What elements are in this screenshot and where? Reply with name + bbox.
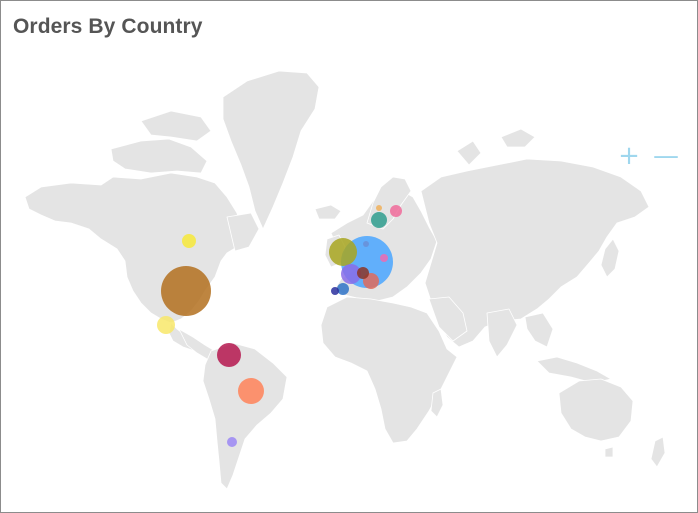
land-south-america — [202, 342, 288, 490]
land-north-america — [24, 172, 242, 354]
land-east-canada — [226, 212, 260, 252]
zoom-in-button[interactable]: + — [618, 141, 640, 171]
land-madagascar — [430, 388, 444, 418]
marker-poland[interactable]: Poland — [380, 254, 388, 262]
marker-mexico[interactable]: Mexico — [157, 316, 175, 334]
land-iceland — [314, 204, 342, 220]
land-indonesia — [536, 356, 612, 384]
marker-norway[interactable]: Norway — [376, 205, 382, 211]
marker-united-states[interactable]: United States — [161, 266, 211, 316]
marker-switzerland[interactable]: Switzerland — [357, 267, 369, 279]
land-greenland — [222, 70, 320, 230]
marker-portugal[interactable]: Portugal — [331, 287, 339, 295]
land-japan — [600, 238, 620, 278]
marker-canada[interactable]: Canada — [182, 234, 196, 248]
land-new-zealand — [650, 436, 666, 468]
marker-united-kingdom[interactable]: United Kingdom — [329, 238, 357, 266]
land-arabia — [428, 296, 468, 342]
land-arctic-russia — [500, 128, 536, 148]
land-arctic-islands — [140, 110, 212, 142]
marker-venezuela[interactable]: Venezuela — [217, 343, 241, 367]
land-canada-islands — [110, 138, 208, 174]
land-africa — [320, 296, 458, 444]
marker-spain[interactable]: Spain — [337, 283, 349, 295]
zoom-out-button[interactable]: — — [653, 141, 679, 171]
marker-argentina[interactable]: Argentina — [227, 437, 237, 447]
marker-denmark[interactable]: Denmark — [363, 241, 369, 247]
land-india — [486, 308, 518, 358]
land-tasmania — [604, 446, 614, 458]
marker-sweden[interactable]: Sweden — [371, 212, 387, 228]
land-southeast-asia — [524, 312, 554, 348]
land-australia — [558, 378, 634, 442]
marker-finland[interactable]: Finland — [390, 205, 402, 217]
land-novaya-zemlya — [456, 140, 482, 166]
marker-brazil[interactable]: Brazil — [238, 378, 264, 404]
marker-france[interactable]: France — [341, 264, 361, 284]
panel-title: Orders By Country — [13, 15, 203, 38]
